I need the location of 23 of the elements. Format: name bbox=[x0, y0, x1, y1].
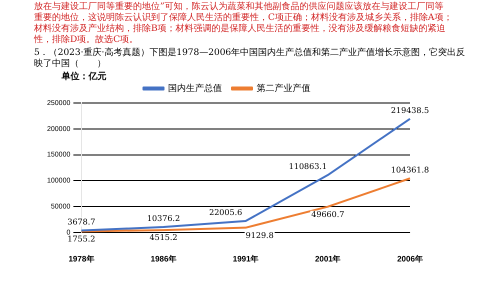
x-tick-label: 2006年 bbox=[397, 254, 423, 264]
legend-label: 第二产业产值 bbox=[256, 82, 310, 93]
data-label: 49660.7 bbox=[311, 210, 344, 219]
text: 重要的地位，这说明陈云认识到了保障人民生活的重要性，C项正确；材料没有涉及城乡关系，排除A项； bbox=[34, 13, 454, 24]
y-axis-title: 单位：亿元 bbox=[60, 70, 106, 82]
data-label: 1755.2 bbox=[67, 234, 96, 244]
data-label: 110863.1 bbox=[288, 162, 327, 172]
data-label: 4515.2 bbox=[150, 233, 178, 242]
data-label: 3678.7 bbox=[67, 218, 96, 227]
data-label: 22005.6 bbox=[209, 208, 242, 218]
chart-title: 5．（2023·重庆·高考真题）下图是1978—2006年中国国内生产总值和第二产业产值增长示意图，它突出反映了中国（ ） bbox=[33, 46, 466, 70]
data-label: 9129.8 bbox=[246, 230, 274, 240]
x-tick-label: 1978年 bbox=[68, 254, 94, 264]
text: 性，排除D项。故选C项。 bbox=[34, 35, 140, 46]
data-label: 219438.5 bbox=[390, 106, 430, 115]
data-label: 10376.2 bbox=[146, 214, 180, 224]
text: 材料没有涉及产业结构，排除B项；材料强调的是保障人民生活的重要性，没有涉及缓解粮食短缺的紧迫 bbox=[34, 24, 447, 34]
text: 放在与建设工厂同等重要的地位”可知，陈云认为蔬菜和其他副食品的供应问题应该放在与建设工厂同等 bbox=[34, 2, 445, 12]
x-tick-label: 1986年 bbox=[150, 254, 176, 264]
data-label: 104361.8 bbox=[390, 165, 430, 174]
x-tick-label: 1991年 bbox=[232, 254, 259, 264]
legend-label: 国内生产总值 bbox=[168, 82, 222, 93]
x-tick-label: 2001年 bbox=[314, 254, 341, 264]
